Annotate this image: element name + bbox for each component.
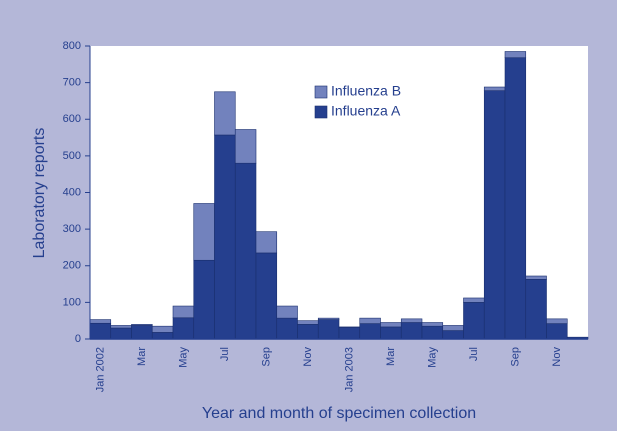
bar-segment [483,86,506,91]
y-axis-label: Laboratory reports [31,128,48,259]
bar-segment [151,325,174,333]
x-tick-label: Jan 2003 [343,347,355,392]
legend-swatch [314,105,328,119]
legend-label: Influenza A [331,103,401,119]
bar-segment [89,322,112,340]
bar-segment [110,325,132,329]
bar-segment [214,134,236,340]
bar-segment [131,325,153,340]
y-tick-label: 800 [63,40,81,52]
y-tick-label: 400 [63,186,81,198]
bar-segment [151,332,174,340]
bar-segment [463,297,485,303]
bar-segment [483,90,506,340]
y-tick-label: 0 [75,333,81,345]
bar-segment [442,330,464,340]
bar-segment [234,129,257,164]
bar-segment [504,51,527,59]
bar-segment [359,317,381,324]
bar-segment [400,322,423,340]
y-tick-label: 100 [63,296,81,308]
bar-segment [421,325,444,340]
x-tick-label: Mar [385,347,397,366]
bar-segment [525,275,547,280]
bar-segment [380,326,402,340]
bar-segment [317,317,340,320]
x-tick-label: Mar [136,347,148,366]
bar-segment [193,259,215,340]
bar-segment [276,305,298,319]
y-tick-label: 600 [63,113,81,125]
x-tick-label: Sep [260,347,272,367]
bar-segment [131,324,153,326]
legend-swatch [314,85,328,99]
bar-segment [276,317,298,340]
bar-segment [110,327,132,340]
bar-segment [234,162,257,340]
y-tick-label: 300 [63,223,81,235]
bar-segment [214,91,236,136]
bar-segment [442,325,464,331]
x-tick-label: Nov [551,347,563,367]
x-tick-label: May [426,347,438,368]
legend-label: Influenza B [331,83,401,99]
bar-segment [338,326,361,340]
bar-segment [317,319,340,340]
x-tick-label: May [177,347,189,368]
x-tick-label: Jul [219,347,231,361]
bar-segment [172,305,195,319]
y-tick-label: 200 [63,260,81,272]
x-tick-label: Sep [509,347,521,367]
bar-segment [463,302,485,340]
y-tick-label: 500 [63,150,81,162]
x-tick-label: Nov [302,347,314,367]
x-axis-label: Year and month of specimen collection [202,405,476,422]
x-tick-label: Jan 2002 [94,347,106,392]
bar-segment [255,231,278,254]
bar-segment [297,324,319,340]
bar-segment [380,322,402,328]
bar-segment [193,203,215,261]
bar-segment [546,323,568,340]
bar-segment [421,322,444,327]
bar-segment [89,319,112,324]
bar-segment [504,57,527,340]
bar-segment [525,279,547,340]
bar-segment [546,318,568,324]
bar-segment [172,317,195,340]
bar-segment [297,320,319,325]
x-tick-label: Jul [468,347,480,361]
bar-segment [359,323,381,340]
bar-segment [255,252,278,340]
bar-segment [400,318,423,323]
y-tick-label: 700 [63,77,81,89]
